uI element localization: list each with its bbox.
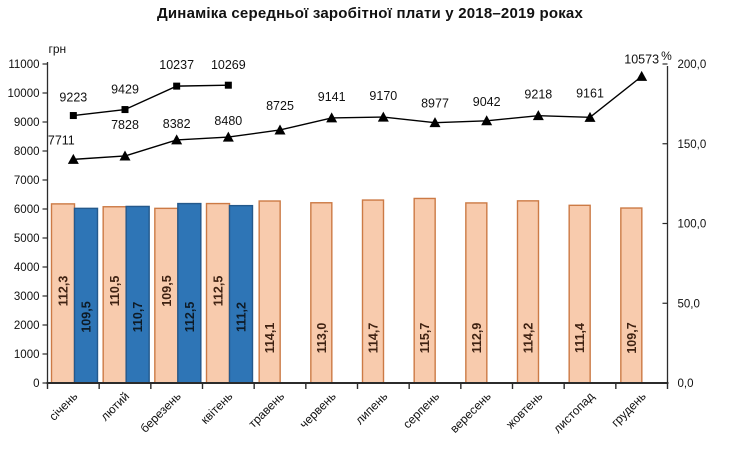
bar-series-1 [310, 202, 333, 384]
line-marker-square [69, 112, 77, 120]
right-axis-tick-label: 150,0 [678, 139, 707, 151]
bar-value-label-series-1: 110,5 [108, 276, 122, 307]
x-axis-category-label: квітень [198, 389, 236, 427]
right-axis-unit-label: % [661, 49, 672, 63]
line-marker-triangle [636, 70, 648, 81]
left-axis-tick-label: 8000 [14, 146, 40, 158]
bar-series-1 [413, 197, 436, 384]
bar-series-1 [465, 202, 488, 384]
line-value-label: 10237 [159, 58, 194, 72]
bar-value-label-series-1: 114,1 [263, 323, 277, 354]
bar-value-label-series-1: 112,5 [212, 276, 226, 307]
line-value-label: 9042 [473, 95, 501, 109]
bar-value-label-series-1: 114,7 [367, 323, 381, 354]
x-axis-category-label: липень [352, 389, 390, 427]
bar-value-label-series-2: 110,7 [131, 302, 145, 333]
line-value-label: 8977 [421, 97, 449, 111]
x-axis-category-label: серпень [400, 389, 442, 431]
x-axis-category-label: вересень [447, 389, 494, 436]
right-axis-tick-label: 50,0 [678, 298, 700, 310]
line-marker-triangle [67, 153, 79, 164]
left-axis-tick-label: 11000 [8, 59, 39, 71]
left-axis-tick-label: 6000 [14, 204, 40, 216]
line-value-label: 7711 [48, 133, 75, 147]
bar-value-label-series-1: 112,9 [470, 323, 484, 354]
right-axis-tick-label: 0,0 [678, 378, 694, 390]
left-axis-tick-label: 0 [33, 378, 39, 390]
x-axis-category-label: січень [46, 389, 80, 423]
left-axis-tick-label: 9000 [14, 117, 40, 129]
line-series-1 [73, 75, 643, 161]
left-axis-unit-label: грн [49, 42, 67, 56]
line-marker-triangle [171, 134, 183, 145]
x-axis-category-label: жовтень [503, 389, 545, 431]
line-marker-triangle [326, 112, 338, 123]
line-marker-triangle [532, 110, 544, 121]
bar-series-1 [516, 200, 540, 384]
right-axis-tick-label: 200,0 [678, 59, 707, 71]
x-axis-category-label: березень [138, 389, 184, 435]
line-value-label: 9161 [576, 86, 604, 100]
bar-value-label-series-2: 112,5 [183, 302, 197, 333]
bar-value-label-series-1: 111,4 [573, 323, 587, 353]
line-value-label: 7828 [111, 118, 139, 132]
line-marker-triangle [222, 131, 234, 142]
line-series-2 [73, 84, 229, 117]
left-axis-tick-label: 2000 [14, 320, 40, 332]
x-axis-category-label: грудень [608, 389, 648, 429]
bar-series-2 [73, 207, 99, 384]
bar-series-1 [568, 204, 591, 384]
bar-value-label-series-1: 112,3 [57, 276, 71, 307]
left-axis-tick-label: 7000 [14, 175, 40, 187]
x-axis-category-label: червень [297, 389, 339, 431]
left-axis-tick-label: 4000 [14, 262, 40, 274]
line-value-label: 9141 [318, 90, 346, 104]
chart-title: Динаміка середньої заробітної плати у 20… [157, 5, 583, 22]
line-marker-triangle [377, 111, 389, 122]
bar-value-label-series-1: 115,7 [418, 323, 432, 354]
left-axis-tick-label: 1000 [14, 349, 40, 361]
bar-value-label-series-2: 109,5 [80, 301, 94, 332]
bar-value-label-series-1: 109,5 [160, 275, 174, 306]
line-marker-square [121, 106, 129, 114]
line-value-label: 9170 [369, 89, 397, 103]
line-value-label: 8480 [214, 114, 242, 128]
x-axis-category-label: лютий [98, 389, 132, 423]
left-axis-tick-label: 5000 [14, 233, 40, 245]
bar-series-1 [361, 199, 385, 384]
line-value-label: 9223 [59, 91, 87, 105]
line-marker-square [173, 82, 181, 90]
bar-value-label-series-1: 113,0 [315, 323, 329, 354]
left-axis-tick-label: 10000 [8, 88, 40, 100]
line-marker-triangle [274, 124, 286, 135]
bar-value-label-series-1: 109,7 [625, 322, 639, 353]
line-value-label: 9218 [524, 88, 552, 102]
x-axis-category-label: листопад [551, 389, 598, 436]
bar-value-label-series-2: 111,2 [235, 302, 249, 332]
line-marker-square [224, 81, 232, 89]
line-marker-triangle [584, 111, 596, 122]
right-axis-tick-label: 100,0 [678, 219, 707, 231]
bar-series-2 [125, 205, 150, 384]
line-value-label: 8725 [266, 99, 294, 113]
left-axis-tick-label: 3000 [14, 291, 40, 303]
line-value-label: 8382 [163, 117, 191, 131]
bar-series-2 [228, 204, 254, 384]
bar-value-label-series-1: 114,2 [522, 323, 536, 354]
bar-series-1 [258, 200, 281, 384]
x-axis-category-label: травень [246, 389, 287, 430]
line-marker-triangle [429, 117, 441, 128]
line-value-label: 10573 [624, 52, 659, 66]
bar-series-1 [620, 207, 643, 384]
line-marker-triangle [119, 150, 131, 161]
line-value-label: 10269 [211, 58, 246, 72]
line-marker-triangle [481, 115, 493, 126]
bar-series-2 [177, 202, 202, 384]
line-value-label: 9429 [111, 83, 139, 97]
